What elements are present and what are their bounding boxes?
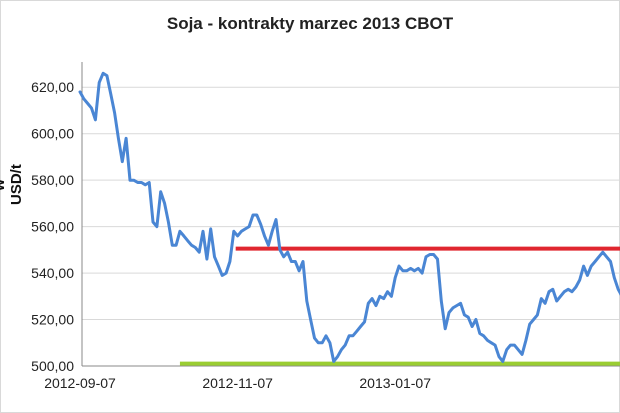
y-tick-labels: 500,00 520,00 540,00 560,00 580,00 600,00 620,… bbox=[31, 79, 74, 374]
x-tick-label: 2012-11-07 bbox=[202, 375, 273, 391]
y-tick-label: 600,00 bbox=[31, 126, 74, 142]
price-series-line bbox=[78, 71, 620, 363]
y-tick-label: 500,00 bbox=[31, 358, 74, 374]
x-tick-labels: 2012-09-07 2012-11-07 2013-01-07 bbox=[44, 375, 431, 391]
y-tick-label: 580,00 bbox=[31, 172, 74, 188]
series-layer bbox=[78, 71, 620, 363]
y-tick-label: 560,00 bbox=[31, 219, 74, 235]
grid-lines bbox=[82, 86, 620, 321]
reference-lines bbox=[179, 246, 620, 366]
y-tick-label: 540,00 bbox=[31, 265, 74, 281]
x-tick-label: 2013-01-07 bbox=[359, 375, 431, 391]
y-tick-label: 520,00 bbox=[31, 312, 74, 328]
chart-title: Soja - kontrakty marzec 2013 CBOT bbox=[166, 14, 454, 33]
x-tick-label: 2012-09-07 bbox=[44, 375, 116, 391]
axes bbox=[81, 62, 620, 367]
y-tick-label: 620,00 bbox=[31, 79, 74, 95]
